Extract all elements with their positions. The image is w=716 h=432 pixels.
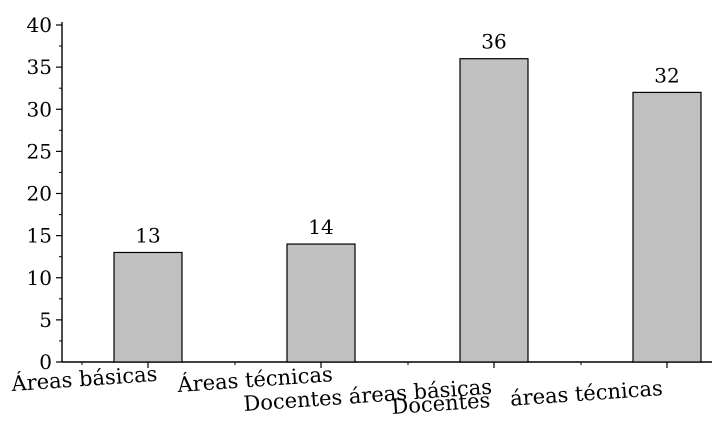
- y-tick-label: 30: [27, 97, 52, 121]
- bars: [113, 58, 702, 363]
- value-labels: 13 14 36 32: [135, 30, 679, 248]
- bar: [459, 58, 529, 363]
- x-category-label: Áreas básicas: [10, 362, 158, 396]
- y-tick-label: 35: [27, 55, 52, 79]
- y-tick-label: 40: [27, 13, 52, 37]
- bar-value-label: 14: [308, 215, 333, 239]
- y-tick-label: 20: [27, 182, 52, 206]
- bar: [113, 251, 183, 363]
- bar: [632, 91, 702, 363]
- y-tick-label: 5: [39, 308, 52, 332]
- y-tick-label: 25: [27, 139, 52, 163]
- bar-value-label: 36: [481, 30, 506, 54]
- y-tick-label: 10: [27, 266, 52, 290]
- bar-value-label: 32: [654, 63, 679, 87]
- bar: [286, 243, 356, 363]
- y-tick-label: 0: [39, 350, 52, 374]
- bar-value-label: 13: [135, 223, 160, 247]
- y-tick-label: 15: [27, 224, 52, 248]
